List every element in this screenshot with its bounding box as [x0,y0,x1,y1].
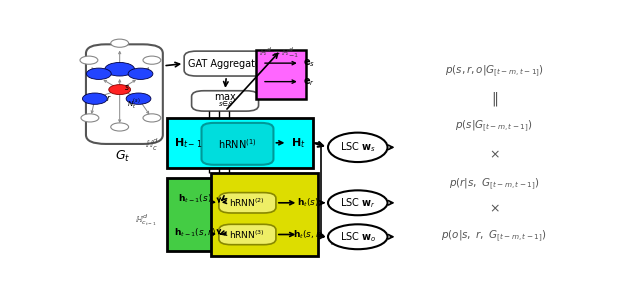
FancyBboxPatch shape [211,173,318,256]
Text: $\mathbf{h}_{t-1}(s)$: $\mathbf{h}_{t-1}(s)$ [179,192,212,205]
Circle shape [80,56,98,64]
Text: $\|$: $\|$ [491,90,498,108]
Text: hRNN$^{(3)}$: hRNN$^{(3)}$ [229,228,266,241]
FancyBboxPatch shape [202,123,273,165]
Text: $\mathbf{H}_t$: $\mathbf{H}_t$ [291,136,305,150]
Text: $N_t^{(s)}$: $N_t^{(s)}$ [127,96,140,111]
Text: $\mathbb{H}^d = \mathbb{H}^d_{-1}$: $\mathbb{H}^d = \mathbb{H}^d_{-1}$ [259,46,300,60]
FancyBboxPatch shape [184,51,269,76]
Text: $\mathbf{h}_{t-1}(s,r)$: $\mathbf{h}_{t-1}(s,r)$ [174,227,216,239]
Circle shape [86,68,111,79]
Text: $\times$: $\times$ [489,202,500,215]
Text: $r$: $r$ [106,93,111,103]
Circle shape [81,114,99,122]
Ellipse shape [328,133,388,162]
Text: $p(s|G_{[t-m,t-1]})$: $p(s|G_{[t-m,t-1]})$ [455,118,533,134]
Circle shape [143,114,161,122]
Text: $G_t$: $G_t$ [115,148,131,163]
Text: $\mathbf{h}_t(s)$: $\mathbf{h}_t(s)$ [297,197,319,209]
Text: hRNN$^{(2)}$: hRNN$^{(2)}$ [229,197,266,209]
Text: $p(r|s,\ G_{[t-m,t-1]})$: $p(r|s,\ G_{[t-m,t-1]})$ [449,176,540,191]
FancyBboxPatch shape [86,44,163,144]
Circle shape [126,93,151,104]
Text: $s$: $s$ [124,83,129,92]
Text: $\mathbf{e}_s$: $\mathbf{e}_s$ [303,57,316,69]
FancyBboxPatch shape [191,91,259,111]
Circle shape [83,93,108,104]
Text: LSC $\mathbf{w}_s$: LSC $\mathbf{w}_s$ [340,141,376,154]
Circle shape [109,85,131,95]
Circle shape [105,62,134,76]
FancyBboxPatch shape [256,50,306,99]
Circle shape [128,68,153,79]
Text: $\mathbb{H}_c^d$: $\mathbb{H}_c^d$ [145,137,159,153]
Text: $\mathbb{H}^d_{c_t}$: $\mathbb{H}^d_{c_t}$ [330,235,344,251]
Ellipse shape [328,190,388,215]
Text: $\times$: $\times$ [489,149,500,162]
FancyBboxPatch shape [219,224,276,245]
Text: $\mathbb{H}^d_{c_{t-1}}$: $\mathbb{H}^d_{c_{t-1}}$ [135,212,157,228]
FancyBboxPatch shape [167,118,313,168]
Ellipse shape [328,224,388,249]
Text: LSC $\mathbf{w}_o$: LSC $\mathbf{w}_o$ [340,230,376,244]
FancyBboxPatch shape [167,178,224,251]
Circle shape [111,39,129,47]
Circle shape [143,56,161,64]
FancyBboxPatch shape [219,193,276,213]
Text: LSC $\mathbf{w}_r$: LSC $\mathbf{w}_r$ [340,196,376,210]
Text: $\mathbf{H}_{t-1}$: $\mathbf{H}_{t-1}$ [173,136,202,150]
Text: $\max_{s \in \mathcal{E}}$: $\max_{s \in \mathcal{E}}$ [214,93,237,109]
Text: $\mathbf{h}_t(s,r)$: $\mathbf{h}_t(s,r)$ [293,228,323,241]
Text: $\mathbf{e}_r$: $\mathbf{e}_r$ [303,76,315,88]
Text: GAT Aggregator: GAT Aggregator [188,59,265,69]
Text: $p(s,r,o|G_{[t-m,t-1]})$: $p(s,r,o|G_{[t-m,t-1]})$ [445,64,543,79]
Text: hRNN$^{(1)}$: hRNN$^{(1)}$ [218,137,257,151]
Text: $p(o|s,\ r,\ G_{[t-m,t-1]})$: $p(o|s,\ r,\ G_{[t-m,t-1]})$ [442,228,547,243]
Circle shape [111,123,129,131]
